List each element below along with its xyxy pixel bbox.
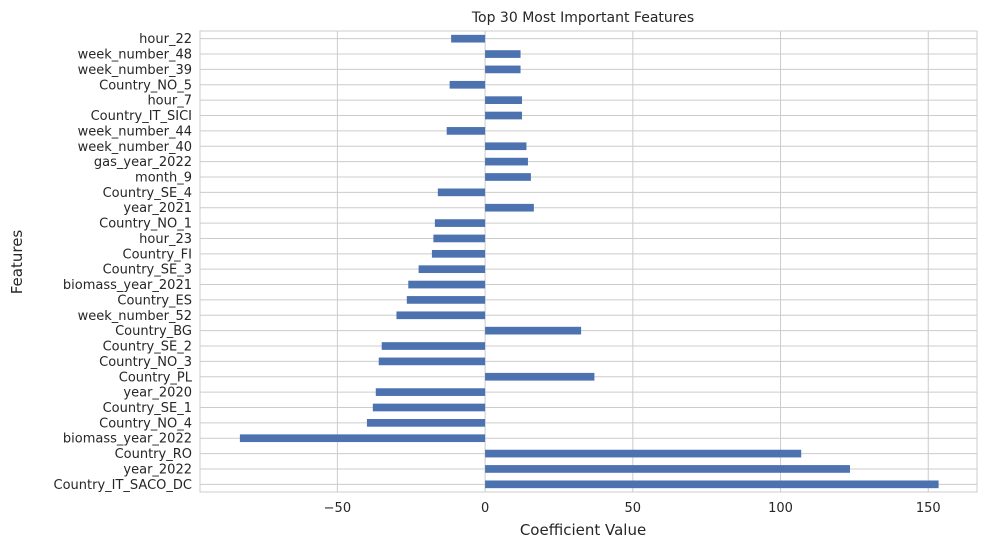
y-tick-label: year_2020 — [123, 386, 192, 401]
x-tick-label: −50 — [324, 501, 351, 516]
bar-biomass-year-2022 — [239, 434, 486, 443]
y-tick-label: week_number_48 — [78, 48, 192, 63]
x-tick-labels: −50 0 50 100 150 — [324, 501, 941, 516]
bar-country-fi — [431, 249, 486, 258]
y-tick-label: Country_SE_1 — [103, 401, 192, 416]
y-tick-label: month_9 — [135, 170, 192, 185]
bar-country-no-5 — [449, 80, 486, 89]
bar-country-se-3 — [418, 265, 486, 274]
chart-title: Top 30 Most Important Features — [471, 10, 694, 26]
x-tick-label: 50 — [625, 501, 642, 516]
bar-country-es — [406, 296, 486, 304]
y-tick-label: week_number_40 — [78, 140, 192, 155]
y-tick-label: hour_23 — [139, 232, 192, 247]
bar-year-2021 — [485, 203, 534, 212]
bar-week-number-39 — [485, 65, 521, 74]
y-tick-label: Country_NO_1 — [99, 217, 192, 232]
y-tick-label: hour_22 — [139, 32, 192, 47]
y-tick-label: Country_NO_3 — [99, 355, 192, 370]
bar-country-no-1 — [434, 219, 486, 227]
y-tick-label: week_number_52 — [78, 309, 192, 324]
bar-week-number-48 — [485, 50, 521, 58]
bar-country-se-1 — [372, 403, 486, 412]
plot-frame — [199, 30, 978, 493]
y-tick-label: Country_RO — [115, 447, 192, 462]
y-tick-labels: Country_IT_SACO_DCyear_2022Country_RObio… — [54, 32, 193, 493]
y-tick-label: Country_NO_5 — [99, 78, 192, 93]
bar-country-se-4 — [437, 188, 486, 197]
bar-gas-year-2022 — [485, 157, 528, 166]
x-axis-label: Coefficient Value — [520, 521, 646, 539]
y-tick-label: Country_IT_SICI — [91, 109, 192, 124]
y-tick-label: year_2022 — [123, 462, 192, 477]
bar-week-number-44 — [446, 127, 486, 135]
bars — [239, 34, 939, 489]
y-tick-label: gas_year_2022 — [94, 155, 192, 170]
bar-week-number-40 — [485, 142, 527, 151]
y-tick-label: week_number_44 — [78, 124, 192, 139]
y-tick-label: Country_ES — [117, 293, 192, 308]
bar-year-2020 — [375, 388, 486, 396]
bar-hour-7 — [485, 96, 523, 104]
bar-country-pl — [485, 372, 595, 381]
bar-week-number-52 — [396, 311, 486, 320]
bar-month-9 — [485, 173, 531, 181]
y-tick-label: year_2021 — [123, 201, 192, 216]
y-tick-label: Country_SE_4 — [103, 186, 192, 201]
y-tick-label: Country_IT_SACO_DC — [54, 478, 192, 493]
bar-hour-22 — [451, 34, 486, 43]
y-tick-label: Country_BG — [115, 324, 192, 339]
bar-hour-23 — [433, 234, 486, 243]
x-tick-label: 0 — [481, 501, 489, 516]
bar-country-se-2 — [381, 342, 486, 350]
y-tick-label: Country_FI — [123, 247, 192, 262]
bar-country-bg — [485, 326, 582, 335]
x-tick-label: 150 — [916, 501, 941, 516]
y-tick-label: Country_SE_2 — [103, 340, 192, 355]
bar-country-ro — [485, 449, 802, 458]
y-tick-label: Country_SE_3 — [103, 263, 192, 278]
bar-country-no-3 — [378, 357, 486, 366]
bar-country-no-4 — [366, 419, 486, 427]
bar-year-2022 — [485, 465, 850, 473]
y-tick-label: week_number_39 — [78, 63, 192, 78]
y-tick-label: biomass_year_2022 — [63, 432, 192, 447]
bar-country-it-saco-dc — [485, 480, 939, 489]
y-tick-label: Country_NO_4 — [99, 416, 192, 431]
x-tick-label: 100 — [768, 501, 793, 516]
bar-biomass-year-2021 — [408, 280, 486, 289]
y-axis-label: Features — [8, 230, 26, 295]
y-tick-label: biomass_year_2021 — [63, 278, 192, 293]
bar-country-it-sici — [485, 111, 523, 120]
y-tick-label: hour_7 — [147, 94, 192, 109]
y-tick-label: Country_PL — [119, 370, 193, 385]
